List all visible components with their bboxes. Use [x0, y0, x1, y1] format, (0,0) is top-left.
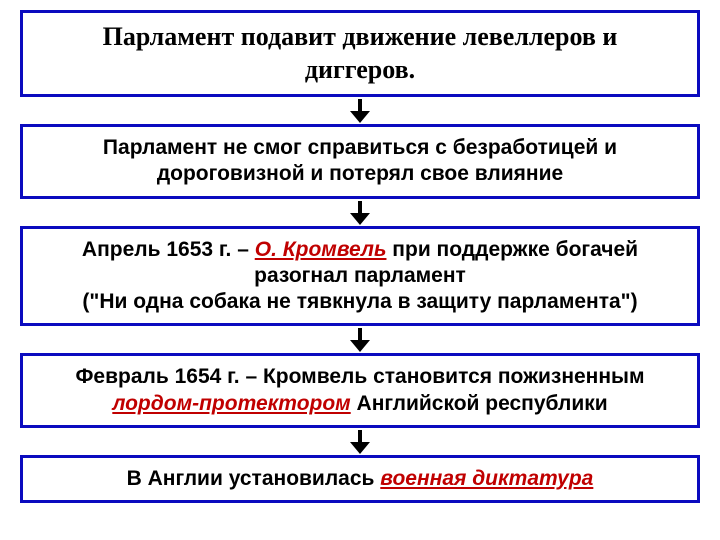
box-2-line1: Парламент не смог справиться с безработи… [37, 135, 683, 161]
arrow-head-4 [350, 442, 370, 454]
b5-l1-hl: военная диктатура [380, 467, 593, 490]
arrow-head-2 [350, 213, 370, 225]
box-4-line1: Февраль 1654 г. – Кромвель становится по… [37, 364, 683, 390]
b4-l2-post: Английской республики [351, 392, 608, 415]
b5-l1-pre: В Англии установилась [127, 467, 381, 490]
box-5: В Англии установилась военная диктатура [20, 455, 700, 503]
arrow-3 [350, 328, 370, 352]
title-span-2: диггеров. [305, 55, 415, 84]
arrow-shaft-2 [358, 201, 362, 213]
box-2: Парламент не смог справиться с безработи… [20, 124, 700, 199]
box-4: Февраль 1654 г. – Кромвель становится по… [20, 353, 700, 428]
arrow-1 [350, 99, 370, 123]
title-span-1: Парламент подавит движение левеллеров и [103, 22, 618, 51]
box-title-line1: Парламент подавит движение левеллеров и [37, 21, 683, 54]
arrow-shaft-1 [358, 99, 362, 111]
b3-l1-post: при поддержке богачей [386, 238, 638, 261]
arrow-head-3 [350, 340, 370, 352]
box-2-line2: дороговизной и потерял свое влияние [37, 161, 683, 187]
box-3-line1: Апрель 1653 г. – О. Кромвель при поддерж… [37, 237, 683, 263]
b3-l1-hl: О. Кромвель [255, 238, 387, 261]
box-title: Парламент подавит движение левеллеров и … [20, 10, 700, 97]
arrow-shaft-4 [358, 430, 362, 442]
arrow-2 [350, 201, 370, 225]
b4-l2-hl: лордом-протектором [112, 392, 350, 415]
box-title-line2: диггеров. [37, 54, 683, 87]
box-3: Апрель 1653 г. – О. Кромвель при поддерж… [20, 226, 700, 327]
box-5-line1: В Англии установилась военная диктатура [37, 466, 683, 492]
box-4-line2: лордом-протектором Английской республики [37, 391, 683, 417]
b3-l1-pre: Апрель 1653 г. – [82, 238, 255, 261]
arrow-4 [350, 430, 370, 454]
box-3-line3: ("Ни одна собака не тявкнула в защиту па… [37, 289, 683, 315]
arrow-shaft-3 [358, 328, 362, 340]
flowchart: Парламент подавит движение левеллеров и … [20, 10, 700, 503]
box-3-line2: разогнал парламент [37, 263, 683, 289]
arrow-head-1 [350, 111, 370, 123]
